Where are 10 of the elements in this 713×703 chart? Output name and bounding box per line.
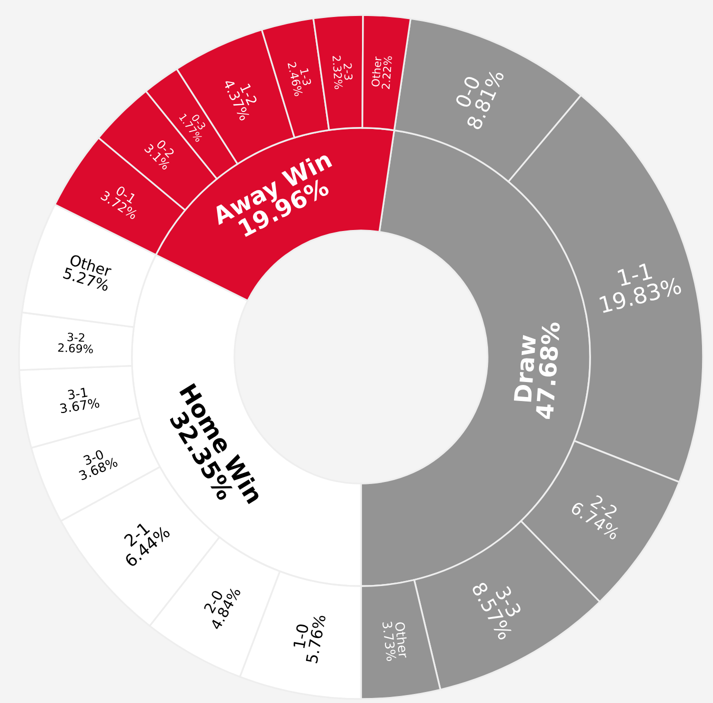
data-label: 2-3 2.32% [332,56,353,90]
data-label: 1-0 5.76% [292,614,326,664]
data-label: 1-3 2.46% [288,62,312,97]
data-label: Other 5.27% [62,254,112,292]
data-label: 3-1 3.67% [60,387,100,414]
data-label: Other 2.22% [371,56,392,90]
data-label: Draw 47.68% [514,322,560,420]
data-label: Other 3.73% [382,621,409,662]
data-label: 3-2 2.69% [58,332,94,354]
data-label: 1-1 19.83% [599,262,682,314]
